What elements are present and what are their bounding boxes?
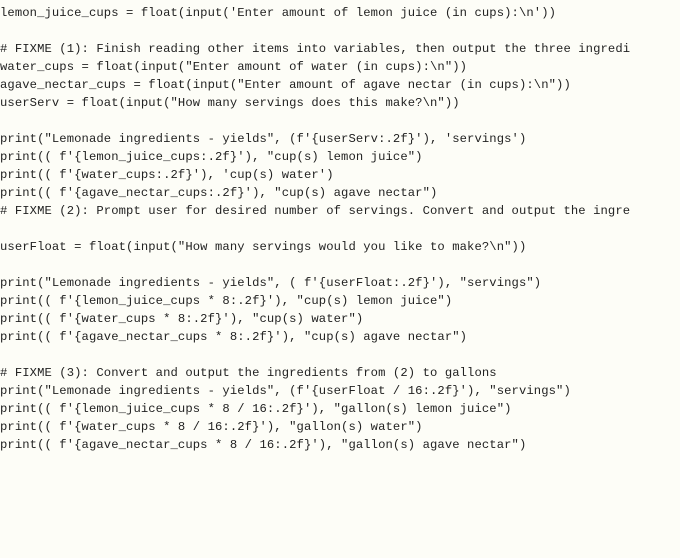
python-code-block: lemon_juice_cups = float(input('Enter am…	[0, 0, 680, 454]
